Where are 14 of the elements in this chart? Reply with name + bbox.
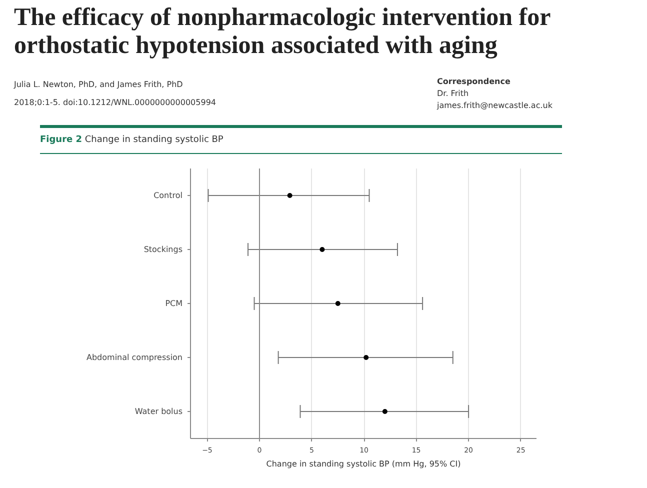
text: 2018;0:1-5. doi:10.1212/WNL.0000000000005994 xyxy=(14,98,216,107)
text: Correspondence xyxy=(437,77,510,86)
y-tick-label: Water bolus xyxy=(134,407,182,416)
text: james.frith@newcastle.ac.uk xyxy=(437,101,552,110)
y-tick-label: Abdominal compression xyxy=(86,353,182,362)
text: Julia L. Newton, PhD, and James Frith, PhD xyxy=(14,80,183,89)
caption: Figure 2 xyxy=(40,135,82,145)
text: The efficacy of nonpharmacologic intervention for orthostatic hypotension associated with aging xyxy=(14,4,552,60)
x-axis-title: Change in standing systolic BP (mm Hg, 95% CI) xyxy=(266,460,461,468)
chart-title: Change in standing systolic BP xyxy=(84,135,224,145)
y-tick-label: Control xyxy=(154,191,183,200)
y-tick-label: PCM xyxy=(165,299,183,308)
text: Dr. Frith xyxy=(437,89,469,98)
y-tick-label: Stockings xyxy=(144,245,183,254)
